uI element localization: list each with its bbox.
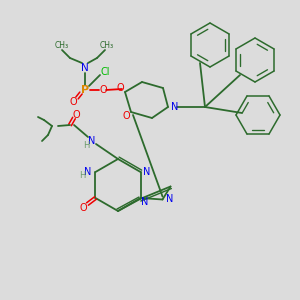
Text: CH₃: CH₃ — [100, 40, 114, 50]
Text: O: O — [72, 110, 80, 120]
Text: N: N — [166, 194, 173, 205]
Text: H: H — [83, 142, 89, 151]
Text: Cl: Cl — [100, 67, 110, 77]
Text: O: O — [69, 97, 77, 107]
Text: N: N — [84, 167, 91, 177]
Text: N: N — [171, 102, 179, 112]
Text: O: O — [122, 111, 130, 121]
Text: N: N — [81, 63, 89, 73]
Text: O: O — [80, 203, 87, 213]
Text: H: H — [79, 170, 86, 179]
Text: N: N — [143, 167, 150, 177]
Text: N: N — [88, 136, 96, 146]
Text: N: N — [141, 197, 149, 207]
Text: CH₃: CH₃ — [55, 41, 69, 50]
Text: O: O — [116, 83, 124, 93]
Text: P: P — [81, 85, 89, 95]
Text: O: O — [99, 85, 107, 95]
